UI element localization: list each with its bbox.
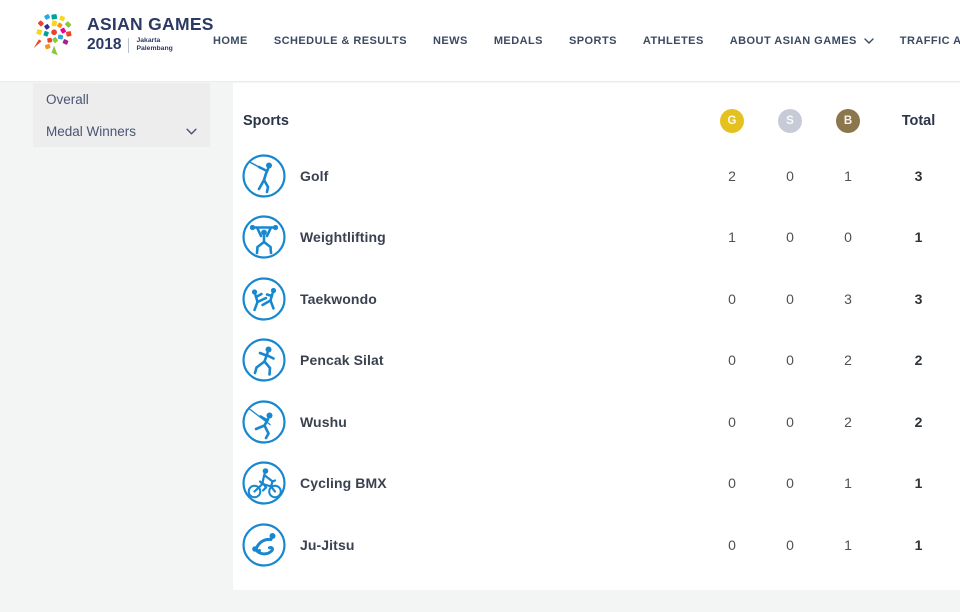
bronze-count: 0 (844, 229, 852, 246)
sport-name: Golf (300, 167, 329, 184)
total-count: 2 (914, 413, 923, 430)
nav-item-news[interactable]: NEWS (433, 35, 468, 47)
nav-item-schedule-results[interactable]: SCHEDULE & RESULTS (274, 35, 407, 47)
wushu-icon (242, 400, 286, 444)
sidebar-item-label: Overall (46, 91, 89, 107)
gold-count: 1 (728, 229, 736, 246)
pencak-silat-icon (242, 338, 286, 382)
golf-icon (242, 154, 286, 198)
sports-column-header: Sports (243, 113, 289, 129)
nav-item-sports[interactable]: SPORTS (569, 35, 617, 47)
main-nav: HOME SCHEDULE & RESULTS NEWS MEDALS SPOR… (213, 0, 960, 82)
nav-label: HOME (213, 35, 248, 47)
silver-count: 0 (786, 352, 794, 369)
asian-games-sunburst-icon (30, 7, 80, 61)
chevron-down-icon (186, 128, 197, 135)
sidebar-item-label: Medal Winners (46, 123, 137, 139)
bronze-count: 1 (844, 475, 852, 492)
nav-label: ATHLETES (642, 35, 704, 47)
table-header-row: Sports G S B Total (233, 97, 960, 145)
table-row: Golf 2 0 1 3 (233, 145, 960, 207)
bronze-count: 1 (844, 167, 852, 184)
total-count: 1 (914, 229, 923, 246)
nav-label: NEWS (433, 35, 468, 47)
nav-item-home[interactable]: HOME (213, 35, 248, 47)
table-row: Weightlifting 1 0 0 1 (233, 207, 960, 269)
table-row: Wushu 0 0 2 2 (233, 391, 960, 453)
top-navigation-bar: ASIAN GAMES 2018 Jakarta Palembang HOME … (0, 0, 960, 82)
chevron-down-icon (864, 38, 874, 44)
silver-count: 0 (786, 536, 794, 553)
sidebar-item-overall[interactable]: Overall (33, 83, 210, 115)
silver-count: 0 (786, 167, 794, 184)
sport-name: Pencak Silat (300, 352, 384, 369)
silver-count: 0 (786, 475, 794, 492)
gold-count: 0 (728, 413, 736, 430)
weightlifting-icon (242, 215, 286, 259)
table-row: Pencak Silat 0 0 2 2 (233, 330, 960, 392)
silver-medal-icon: S (778, 109, 802, 133)
bronze-medal-icon: B (836, 109, 860, 133)
logo-year: 2018 (87, 36, 122, 53)
sport-name: Taekwondo (300, 290, 377, 307)
logo-title: ASIAN GAMES (87, 14, 214, 34)
ju-jitsu-icon (242, 523, 286, 567)
medals-sidebar-menu: Overall Medal Winners (33, 83, 210, 147)
nav-item-medals[interactable]: MEDALS (494, 35, 543, 47)
nav-label: ABOUT ASIAN GAMES (729, 35, 857, 47)
nav-label: MEDALS (493, 35, 543, 47)
total-count: 1 (914, 475, 923, 492)
logo-text: ASIAN GAMES 2018 Jakarta Palembang (87, 14, 214, 54)
total-count: 3 (914, 167, 923, 184)
nav-label: SPORTS (568, 35, 617, 47)
silver-count: 0 (786, 290, 794, 307)
total-column-header: Total (901, 113, 936, 129)
nav-item-traffic-adjustment[interactable]: TRAFFIC ADJUSTMENT (900, 35, 960, 47)
table-row: Taekwondo 0 0 3 3 (233, 268, 960, 330)
gold-count: 0 (728, 475, 736, 492)
total-count: 1 (914, 536, 923, 553)
gold-medal-icon: G (720, 109, 744, 133)
gold-count: 2 (728, 167, 736, 184)
total-count: 3 (914, 290, 923, 307)
logo-host-cities: Jakarta Palembang (136, 37, 172, 53)
silver-count: 0 (786, 229, 794, 246)
sport-name: Weightlifting (300, 229, 386, 246)
sport-name: Cycling BMX (300, 475, 387, 492)
cycling-bmx-icon (242, 461, 286, 505)
silver-count: 0 (786, 413, 794, 430)
gold-count: 0 (728, 290, 736, 307)
sport-name: Wushu (300, 413, 347, 430)
sidebar-item-medal-winners[interactable]: Medal Winners (33, 115, 210, 147)
table-row: Cycling BMX 0 0 1 1 (233, 453, 960, 515)
logo-divider (128, 37, 130, 53)
nav-item-athletes[interactable]: ATHLETES (643, 35, 704, 47)
bronze-count: 3 (844, 290, 852, 307)
nav-item-about-asian-games[interactable]: ABOUT ASIAN GAMES (730, 35, 874, 47)
bronze-count: 1 (844, 536, 852, 553)
asian-games-logo[interactable]: ASIAN GAMES 2018 Jakarta Palembang (30, 7, 214, 61)
nav-label: TRAFFIC ADJUSTMENT (899, 35, 960, 47)
taekwondo-icon (242, 277, 286, 321)
sport-name: Ju-Jitsu (300, 536, 355, 553)
bronze-count: 2 (844, 352, 852, 369)
nav-label: SCHEDULE & RESULTS (273, 35, 407, 47)
total-count: 2 (914, 352, 923, 369)
bronze-count: 2 (844, 413, 852, 430)
gold-count: 0 (728, 536, 736, 553)
logo-city-palembang: Palembang (136, 45, 173, 52)
gold-count: 0 (728, 352, 736, 369)
medals-by-sport-panel: Sports G S B Total Golf (233, 83, 960, 590)
logo-city-jakarta: Jakarta (136, 37, 161, 44)
table-row: Ju-Jitsu 0 0 1 1 (233, 514, 960, 576)
